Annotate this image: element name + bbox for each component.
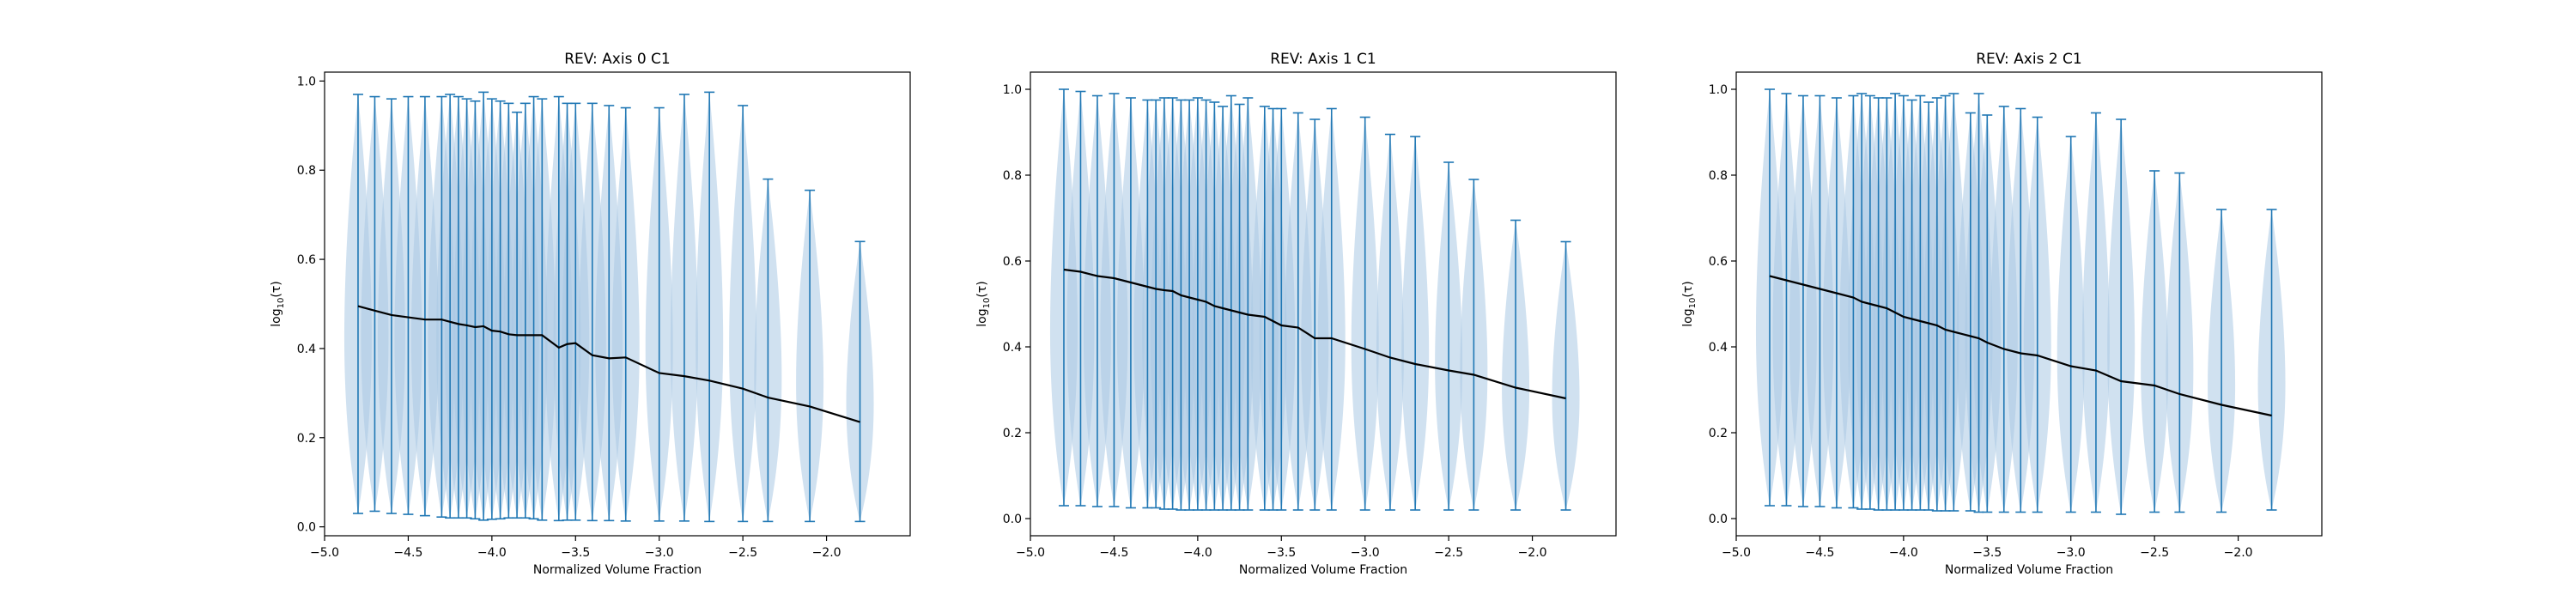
y-tick-label: 0.8 xyxy=(1709,169,1728,183)
x-tick-label: −2.5 xyxy=(1434,546,1463,560)
axes-frame xyxy=(324,71,911,537)
x-axis-label: Normalized Volume Fraction xyxy=(533,563,702,577)
chart-title: REV: Axis 0 C1 xyxy=(564,51,671,68)
x-tick-label: −5.0 xyxy=(1722,546,1751,560)
y-axis-label-base: log xyxy=(975,308,989,326)
chart-title: REV: Axis 2 C1 xyxy=(1976,51,2082,68)
mean-line xyxy=(357,305,860,423)
x-tick-label: −2.0 xyxy=(812,546,841,560)
x-tick-label: −3.5 xyxy=(561,546,590,560)
y-tick-label: 0.0 xyxy=(1709,513,1728,526)
y-tick-label: 0.4 xyxy=(297,343,316,356)
y-tick-label: 0.8 xyxy=(1003,169,1022,183)
x-tick-label: −3.0 xyxy=(645,546,674,560)
x-tick-label: −2.0 xyxy=(1518,546,1547,560)
x-tick-label: −4.0 xyxy=(1183,546,1212,560)
y-tick-label: 0.6 xyxy=(1003,255,1022,269)
y-tick-label: 0.2 xyxy=(1003,427,1022,440)
y-tick-label: 0.4 xyxy=(1709,341,1728,355)
chart-panel-1: −5.0 −4.5 −4.0 −3.5 −3.0 −2.5 −2.0 0.0 0.2 0.4 0.6… xyxy=(975,51,1617,577)
y-axis-label-base: log xyxy=(1681,308,1695,326)
x-tick-label: −5.0 xyxy=(310,546,339,560)
x-tick-label: −4.0 xyxy=(477,546,507,560)
axes-frame xyxy=(1030,71,1617,537)
x-tick-label: −3.5 xyxy=(1267,546,1296,560)
x-tick-label: −2.5 xyxy=(2140,546,2169,560)
y-axis-label-base: log xyxy=(270,308,283,326)
y-tick-label: 0.2 xyxy=(1709,427,1728,440)
y-axis-label-sub: 10 xyxy=(1688,298,1698,309)
y-tick-label: 0.6 xyxy=(1709,255,1728,269)
x-axis-label: Normalized Volume Fraction xyxy=(1239,563,1407,577)
y-tick-label: 1.0 xyxy=(1709,83,1728,97)
x-axis-label: Normalized Volume Fraction xyxy=(1945,563,2113,577)
y-axis-label: log10(τ) xyxy=(975,281,992,326)
mean-line xyxy=(1063,268,1566,400)
x-tick-label: −3.0 xyxy=(1351,546,1380,560)
y-axis-label-sub: 10 xyxy=(982,298,992,309)
plot-area xyxy=(1755,88,2286,515)
chart-title: REV: Axis 1 C1 xyxy=(1270,51,1376,68)
y-axis-label-arg: (τ) xyxy=(975,281,989,297)
plot-area xyxy=(1049,88,1580,511)
axes-frame xyxy=(1735,71,2323,537)
y-tick-label: 1.0 xyxy=(297,75,316,88)
x-tick-label: −3.5 xyxy=(1972,546,2002,560)
chart-panel-2: −5.0 −4.5 −4.0 −3.5 −3.0 −2.5 −2.0 0.0 0.2 0.4 0.6… xyxy=(1681,51,2323,577)
x-tick-label: −4.5 xyxy=(1805,546,1834,560)
x-tick-label: −3.0 xyxy=(2057,546,2086,560)
x-tick-label: −2.0 xyxy=(2224,546,2253,560)
y-tick-label: 0.0 xyxy=(1003,513,1022,526)
y-tick-label: 0.0 xyxy=(297,521,316,535)
y-axis-label-arg: (τ) xyxy=(270,281,283,297)
y-axis-label: log10(τ) xyxy=(1681,281,1698,326)
x-tick-label: −2.5 xyxy=(728,546,757,560)
chart-panel-0: −5.0 −4.5 −4.0 −3.5 −3.0 −2.5 −2.0 0.0 0.2 0.4 0.6… xyxy=(270,51,911,577)
y-tick-label: 1.0 xyxy=(1003,83,1022,97)
x-tick-label: −5.0 xyxy=(1016,546,1045,560)
y-tick-label: 0.2 xyxy=(297,432,316,446)
x-tick-label: −4.0 xyxy=(1889,546,1918,560)
y-tick-label: 0.4 xyxy=(1003,341,1022,355)
y-axis-label-sub: 10 xyxy=(276,298,286,309)
y-axis-label-arg: (τ) xyxy=(1681,281,1695,297)
y-tick-label: 0.6 xyxy=(297,253,316,267)
y-axis-label: log10(τ) xyxy=(270,281,286,326)
mean-line xyxy=(1769,275,2272,417)
plot-area xyxy=(343,91,874,523)
y-tick-label: 0.8 xyxy=(297,164,316,178)
x-tick-label: −4.5 xyxy=(393,546,422,560)
x-tick-label: −4.5 xyxy=(1099,546,1128,560)
